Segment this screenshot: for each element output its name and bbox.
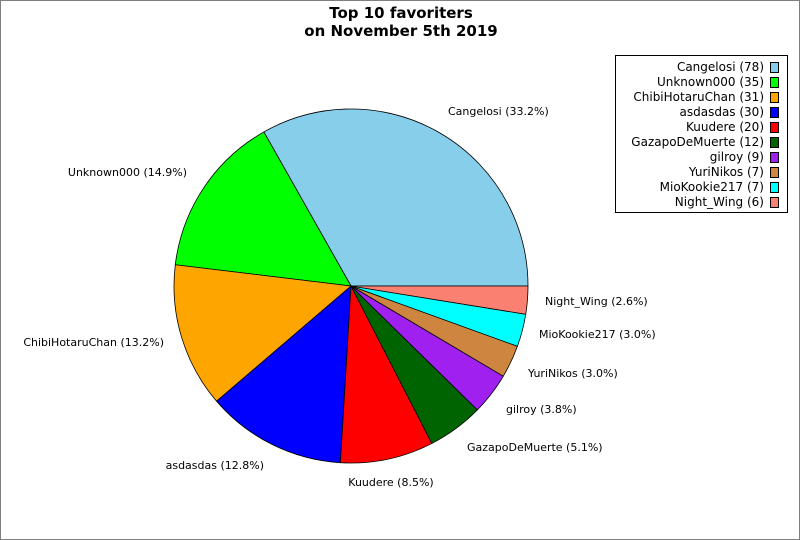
slice-label-gazapodemuerte: GazapoDeMuerte (5.1%): [467, 441, 603, 454]
slice-label-kuudere: Kuudere (8.5%): [348, 476, 433, 489]
chart-title-block: Top 10 favoriters on November 5th 2019: [1, 4, 800, 40]
legend-item-night-wing: Night_Wing (6): [675, 195, 779, 210]
legend-label: asdasdas (30): [679, 105, 765, 119]
pie-slice-chibihotaruchan: [173, 264, 352, 402]
pie-slice-cangelosi: [263, 108, 529, 287]
legend-swatch: [770, 122, 779, 133]
legend-swatch: [770, 77, 779, 88]
legend-label: Kuudere (20): [686, 120, 764, 134]
slice-label-yurinikos: YuriNikos (3.0%): [527, 367, 618, 380]
legend-swatch: [770, 62, 779, 73]
legend-swatch: [770, 197, 779, 208]
legend-item-gilroy: gilroy (9): [710, 150, 779, 165]
slice-label-night-wing: Night_Wing (2.6%): [545, 295, 648, 308]
legend-item-asdasdas: asdasdas (30): [679, 105, 779, 120]
legend-swatch: [770, 137, 779, 148]
legend-swatch: [770, 182, 779, 193]
legend-label: GazapoDeMuerte (12): [631, 135, 764, 149]
chart-title: Top 10 favoriters: [329, 4, 473, 22]
chart-legend: Cangelosi (78) Unknown000 (35) ChibiHotaru…: [615, 55, 788, 213]
legend-label: gilroy (9): [709, 150, 764, 164]
legend-swatch: [770, 107, 779, 118]
legend-swatch: [770, 167, 779, 178]
slice-label-miokookie217: MioKookie217 (3.0%): [539, 328, 656, 341]
legend-item-yurinikos: YuriNikos (7): [689, 165, 779, 180]
legend-item-cangelosi: Cangelosi (78): [677, 60, 779, 75]
legend-label: YuriNikos (7): [688, 165, 764, 179]
chart-subtitle: on November 5th 2019: [304, 22, 498, 40]
slice-label-chibihotaruchan: ChibiHotaruChan (13.2%): [23, 336, 164, 349]
legend-swatch: [770, 92, 779, 103]
legend-label: MioKookie217 (7): [659, 180, 764, 194]
legend-swatch: [770, 152, 779, 163]
legend-label: Night_Wing (6): [674, 195, 764, 209]
legend-item-chibihotaruchan: ChibiHotaruChan (31): [633, 90, 779, 105]
pie-slice-asdasdas: [216, 285, 352, 464]
legend-item-gazapodemuerte: GazapoDeMuerte (12): [631, 135, 779, 150]
legend-label: ChibiHotaruChan (31): [633, 90, 764, 104]
pie-slice-kuudere: [339, 284, 433, 464]
legend-item-miokookie217: MioKookie217 (7): [660, 180, 779, 195]
legend-label: Cangelosi (78): [676, 60, 764, 74]
legend-label: Unknown000 (35): [656, 75, 764, 89]
slice-label-gilroy: gilroy (3.8%): [506, 403, 577, 416]
slice-label-asdasdas: asdasdas (12.8%): [166, 459, 264, 472]
slice-label-cangelosi: Cangelosi (33.2%): [448, 105, 549, 118]
legend-item-unknown000: Unknown000 (35): [657, 75, 779, 90]
legend-item-kuudere: Kuudere (20): [686, 120, 779, 135]
slice-label-unknown000: Unknown000 (14.9%): [68, 166, 187, 179]
pie-slice-unknown000: [174, 131, 352, 287]
pie-slice-night-wing: [350, 285, 529, 315]
